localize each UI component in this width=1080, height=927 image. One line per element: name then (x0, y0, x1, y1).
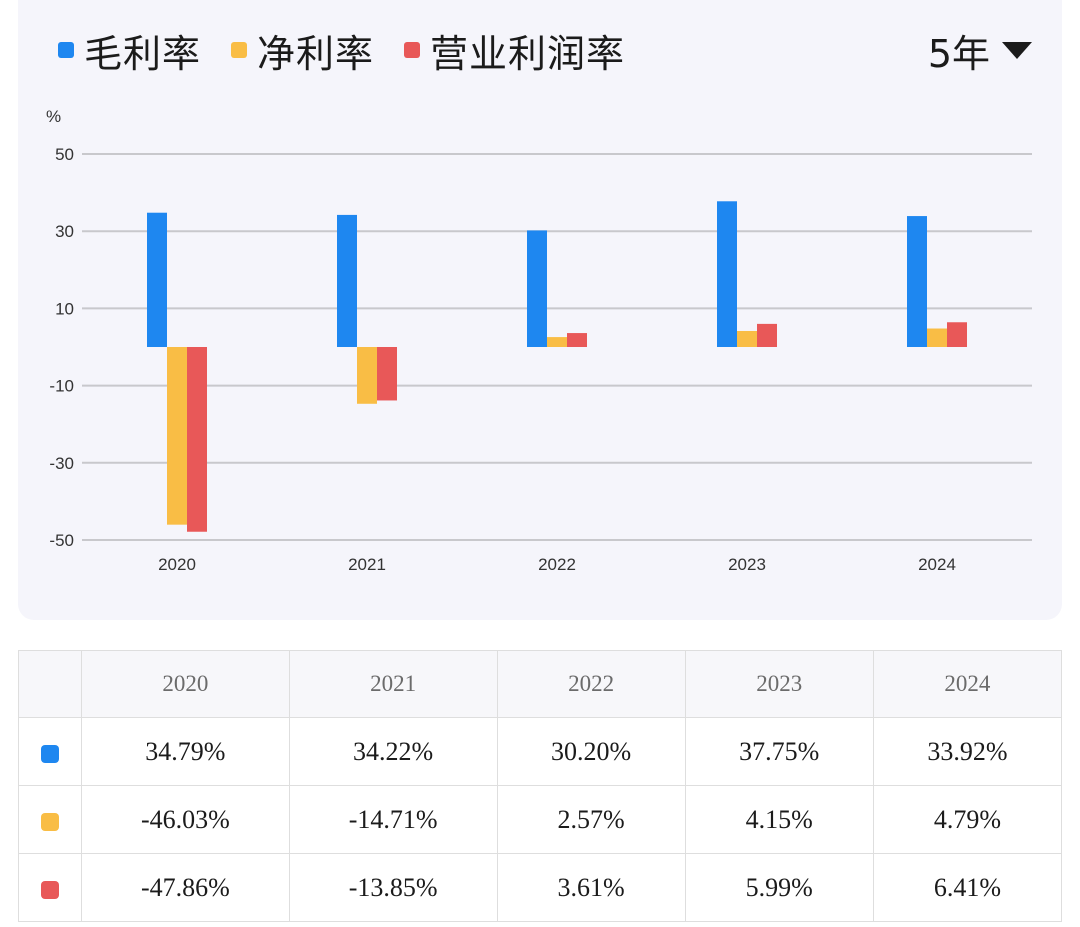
table-cell: 6.41% (872, 853, 1063, 922)
table-header-2022: 2022 (496, 650, 686, 718)
x-tick-label: 2024 (918, 555, 956, 574)
x-tick-label: 2020 (158, 555, 196, 574)
caret-down-icon[interactable] (1002, 41, 1032, 59)
x-tick-label: 2023 (728, 555, 766, 574)
bar-2021-series-2 (357, 347, 377, 404)
bar-2023-series-2 (737, 330, 757, 347)
table-cell: -13.85% (288, 853, 498, 922)
y-tick-label: -50 (49, 531, 74, 550)
y-tick-label: -10 (49, 377, 74, 396)
table-header-2023: 2023 (684, 650, 874, 718)
y-tick-label: 50 (55, 145, 74, 164)
table-cell: 4.79% (872, 785, 1063, 854)
x-tick-label: 2021 (348, 555, 386, 574)
bar-2020-series-1 (147, 212, 167, 347)
legend-item-gross-margin[interactable]: 毛利率 (58, 23, 201, 78)
table-cell: 3.61% (496, 853, 686, 922)
row-swatch-operating-margin (41, 880, 59, 899)
legend-swatch-gross-margin (58, 42, 74, 58)
margin-data-table: 2020 2021 2022 2023 2024 34.79% 34.22% 3… (18, 650, 1063, 922)
table-corner-cell (18, 650, 82, 718)
table-cell: 37.75% (684, 717, 874, 786)
row-swatch-net-margin (41, 812, 59, 831)
bar-2024-series-2 (927, 328, 947, 347)
chart-legend: 毛利率 净利率 营业利润率 (58, 22, 655, 78)
table-row-operating-margin: -47.86% -13.85% 3.61% 5.99% 6.41% (18, 853, 1063, 922)
table-cell: 34.22% (288, 717, 498, 786)
bar-2023-series-1 (717, 201, 737, 347)
x-tick-label: 2022 (538, 555, 576, 574)
table-header-2021: 2021 (288, 650, 498, 718)
table-row-net-margin: -46.03% -14.71% 2.57% 4.15% 4.79% (18, 785, 1063, 854)
bar-2020-series-3 (187, 347, 207, 532)
row-series-cell (18, 785, 82, 854)
table-header-row: 2020 2021 2022 2023 2024 (18, 650, 1063, 718)
table-cell: 4.15% (684, 785, 874, 854)
bar-2021-series-3 (377, 347, 397, 401)
table-cell: 5.99% (684, 853, 874, 922)
table-cell: 2.57% (496, 785, 686, 854)
bar-2024-series-1 (907, 216, 927, 347)
period-selector-label: 5年 (927, 31, 990, 76)
legend-swatch-net-margin (231, 42, 248, 58)
table-header-2024: 2024 (872, 650, 1063, 718)
legend-label-operating-margin: 营业利润率 (430, 31, 626, 76)
period-selector[interactable]: 5年 (928, 22, 1032, 78)
bar-2020-series-2 (167, 347, 187, 525)
row-series-cell (18, 717, 82, 786)
table-cell: 33.92% (872, 717, 1063, 786)
y-tick-label: -30 (49, 454, 74, 473)
legend-label-net-margin: 净利率 (257, 31, 375, 76)
bar-chart: % 50 30 10 -10 -30 -50 2020 2021 2022 2023 2024 (46, 107, 1032, 574)
y-tick-label: 30 (55, 222, 74, 241)
y-axis-unit-label: % (46, 107, 61, 126)
table-row-gross-margin: 34.79% 34.22% 30.20% 37.75% 33.92% (18, 717, 1063, 786)
table-cell: -47.86% (81, 853, 290, 922)
bar-2024-series-3 (947, 322, 967, 347)
row-series-cell (18, 853, 82, 922)
table-cell: 30.20% (496, 717, 686, 786)
bar-2022-series-3 (567, 333, 587, 347)
legend-label-gross-margin: 毛利率 (84, 31, 202, 76)
chart-card: 毛利率 净利率 营业利润率 5年 % 50 30 10 -10 -30 -50 2020 202… (18, 0, 1062, 620)
table-cell: -46.03% (81, 785, 290, 854)
table-cell: -14.71% (288, 785, 498, 854)
legend-swatch-operating-margin (404, 42, 421, 58)
row-swatch-gross-margin (41, 744, 59, 763)
bar-2023-series-3 (757, 323, 777, 347)
table-header-2020: 2020 (81, 650, 290, 718)
legend-item-operating-margin[interactable]: 营业利润率 (404, 23, 625, 78)
bar-2022-series-2 (547, 337, 567, 347)
table-cell: 34.79% (81, 717, 290, 786)
y-tick-label: 10 (55, 299, 74, 318)
bar-2021-series-1 (337, 214, 357, 347)
legend-item-net-margin[interactable]: 净利率 (231, 23, 374, 78)
bar-2022-series-1 (527, 230, 547, 347)
